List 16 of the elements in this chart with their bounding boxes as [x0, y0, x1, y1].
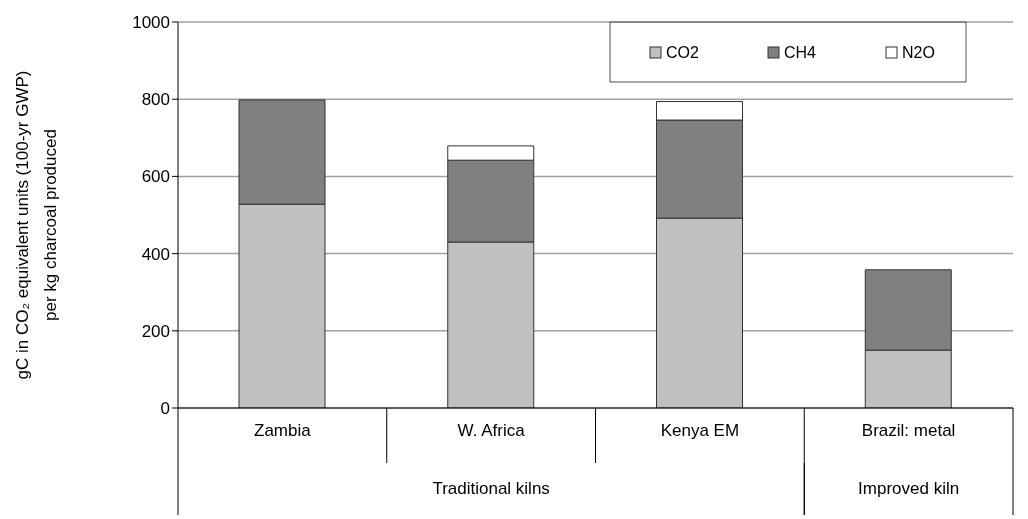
y-tick-label: 800 — [141, 90, 170, 110]
text: Improved kiln — [858, 479, 960, 498]
x-tick-label: W. Africa — [457, 421, 526, 441]
legend-label: CO2 — [666, 44, 699, 61]
y-tick-label: 1000 — [132, 13, 170, 33]
y-tick-label: 0 — [160, 399, 170, 419]
text: Traditional kilns — [432, 479, 550, 498]
legend-label: N2O — [902, 44, 935, 61]
legend-label: CH4 — [784, 44, 817, 61]
x-tick-label: Brazil: metal — [861, 421, 956, 441]
y-tick-label: 200 — [141, 321, 170, 341]
y-tick-label: 400 — [141, 244, 170, 264]
x-tick-label: Zambia — [254, 421, 312, 441]
y-tick-label: 600 — [141, 167, 170, 187]
y-axis-title: gC in CO₂ equivalent units (100-yr GWP) per kg charcoal produced — [13, 70, 60, 380]
x-tick-label: Kenya EM — [660, 421, 740, 441]
